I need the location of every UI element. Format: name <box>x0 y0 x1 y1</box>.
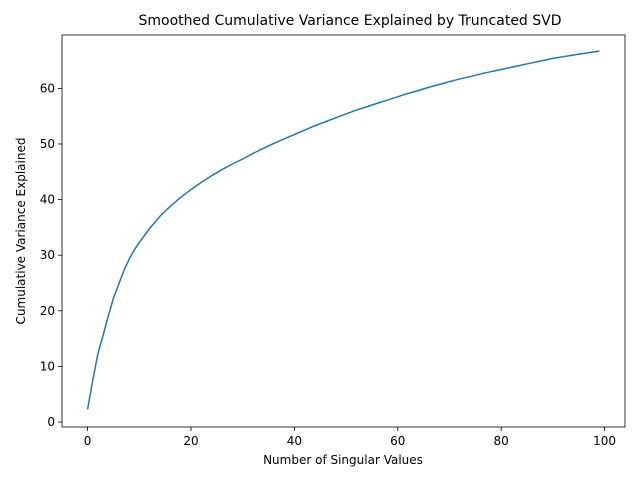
plot-area <box>86 50 600 410</box>
x-tick-label: 80 <box>494 434 509 448</box>
x-tick-label: 20 <box>183 434 198 448</box>
y-tick-label: 20 <box>40 304 55 318</box>
y-tick-label: 60 <box>40 81 55 95</box>
x-tick-label: 60 <box>390 434 405 448</box>
y-tick-label: 50 <box>40 137 55 151</box>
chart-title: Smoothed Cumulative Variance Explained b… <box>138 13 561 29</box>
x-tick-label: 0 <box>84 434 92 448</box>
y-axis-label: Cumulative Variance Explained <box>14 138 28 325</box>
x-axis-label: Number of Singular Values <box>263 453 423 467</box>
x-tick-label: 100 <box>593 434 616 448</box>
x-axis: 0 20 40 60 80 100 <box>84 427 616 448</box>
y-tick-label: 30 <box>40 248 55 262</box>
y-tick-label: 0 <box>47 415 55 429</box>
y-tick-label: 40 <box>40 193 55 207</box>
axes-frame <box>61 34 626 428</box>
series-line <box>86 50 600 410</box>
y-tick-label: 10 <box>40 359 55 373</box>
y-axis: 0 10 20 30 40 50 60 <box>40 81 62 429</box>
x-tick-label: 40 <box>287 434 302 448</box>
